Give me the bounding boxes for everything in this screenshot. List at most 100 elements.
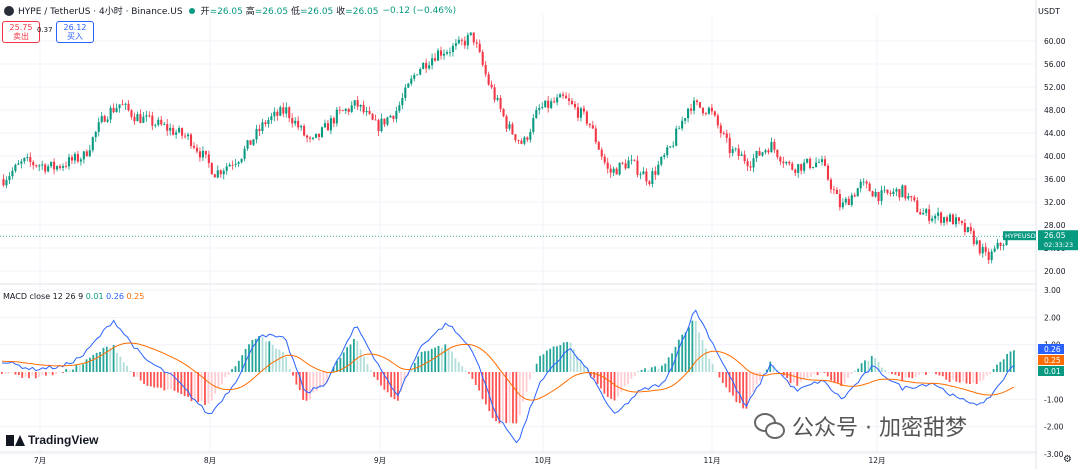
macd-histogram-bar (941, 372, 944, 377)
candle-body (425, 62, 428, 69)
candle-body (139, 114, 142, 123)
last-price-tag (1038, 230, 1078, 251)
candle-body (984, 247, 987, 252)
macd-legend[interactable]: MACD close 12 26 9 0.01 0.26 0.25 (3, 292, 145, 301)
macd-histogram-bar (911, 372, 914, 379)
time-axis-tick-label: 11月 (703, 456, 720, 465)
macd-histogram-bar (647, 370, 650, 372)
candle-body (85, 151, 88, 157)
candle-body (61, 166, 65, 168)
candle-body (47, 166, 50, 172)
macd-histogram-bar (508, 372, 511, 423)
candle-body (457, 39, 460, 44)
candle-body (380, 118, 383, 132)
macd-histogram-bar (975, 372, 978, 385)
spread-value: 0.37 (37, 26, 53, 34)
candle-body (594, 128, 597, 143)
candle-body (603, 156, 606, 163)
candle-body (38, 165, 41, 167)
macd-histogram-bar (542, 354, 545, 372)
candle-body (553, 101, 556, 103)
macd-histogram-bar (373, 372, 376, 377)
candle-body (562, 94, 565, 96)
candle-body (395, 110, 398, 119)
macd-histogram-bar (789, 372, 792, 384)
macd-histogram-bar (894, 372, 897, 375)
candle-body (728, 137, 731, 154)
currency-label[interactable]: USDT (1038, 7, 1060, 16)
candle-body (374, 119, 377, 121)
candle-body (175, 132, 178, 135)
macd-histogram-bar (397, 372, 399, 401)
macd-histogram-bar (105, 346, 108, 372)
tradingview-logo-icon (6, 434, 25, 446)
candle-body (451, 45, 454, 53)
candle-body (960, 220, 963, 224)
candle-body (564, 95, 568, 99)
candle-body (332, 118, 335, 124)
chart-legend-header: HYPE / TetherUS · 4小时 · Binance.US 开=26.… (4, 4, 456, 17)
macd-histogram-bar (850, 372, 853, 375)
macd-histogram-bar (51, 372, 54, 376)
macd-histogram-bar (166, 372, 169, 390)
macd-histogram-bar (369, 370, 372, 372)
buy-button[interactable]: 26.12 买入 (56, 21, 94, 43)
tradingview-logo[interactable]: TradingView (6, 433, 98, 447)
candle-body (249, 140, 252, 145)
macd-histogram-bar (701, 340, 704, 372)
macd-histogram-bar (288, 369, 291, 372)
macd-histogram-bar (738, 372, 741, 404)
macd-histogram-bar (772, 365, 775, 372)
price-axis-tick-label: 40.00 (1044, 152, 1066, 161)
macd-histogram-bar (376, 372, 379, 381)
macd-histogram-bar (160, 372, 162, 388)
macd-histogram-bar (285, 356, 288, 372)
macd-histogram-bar (928, 372, 931, 373)
macd-histogram-bar (596, 372, 599, 384)
candle-body (731, 149, 734, 154)
candle-body (389, 115, 392, 118)
candle-body (124, 103, 127, 105)
candle-body (112, 107, 115, 113)
candle-body (945, 217, 949, 222)
candle-body (118, 104, 121, 109)
macd-histogram-bar (146, 372, 149, 386)
macd-histogram-bar (461, 366, 464, 372)
candle-body (160, 119, 163, 125)
candle-body (972, 230, 975, 244)
candle-body (231, 164, 234, 166)
candle-body (582, 108, 585, 112)
macd-histogram-bar (454, 358, 457, 372)
candle-body (779, 157, 782, 162)
candle-body (573, 103, 577, 108)
macd-histogram-bar (545, 350, 548, 372)
macd-histogram-bar (857, 368, 860, 372)
candle-body (94, 131, 97, 138)
candle-body (591, 125, 594, 129)
candle-body (806, 158, 809, 163)
candle-body (454, 43, 457, 46)
candle-body (874, 191, 877, 197)
candle-body (261, 122, 264, 132)
candle-body (672, 145, 675, 147)
candle-body (20, 161, 23, 164)
candle-body (306, 135, 309, 138)
candle-body (597, 142, 600, 150)
candle-body (651, 171, 654, 185)
symbol-price-tag (1003, 231, 1036, 241)
macd-value-tag-label: 0.01 (1044, 367, 1061, 376)
candle-body (987, 251, 990, 261)
candle-body (657, 164, 660, 175)
candle-body (895, 189, 898, 192)
sell-button[interactable]: 25.75 卖出 (2, 21, 40, 43)
candle-body (386, 117, 389, 125)
settings-gear-icon[interactable]: ⚙ (1063, 454, 1072, 465)
symbol-title[interactable]: HYPE / TetherUS · 4小时 · Binance.US (18, 7, 183, 17)
macd-histogram-bar (122, 362, 125, 372)
candle-body (338, 109, 341, 111)
macd-histogram-bar (566, 341, 569, 372)
candle-body (490, 84, 493, 88)
macd-histogram-bar (925, 372, 927, 375)
macd-histogram-bar (498, 372, 501, 424)
